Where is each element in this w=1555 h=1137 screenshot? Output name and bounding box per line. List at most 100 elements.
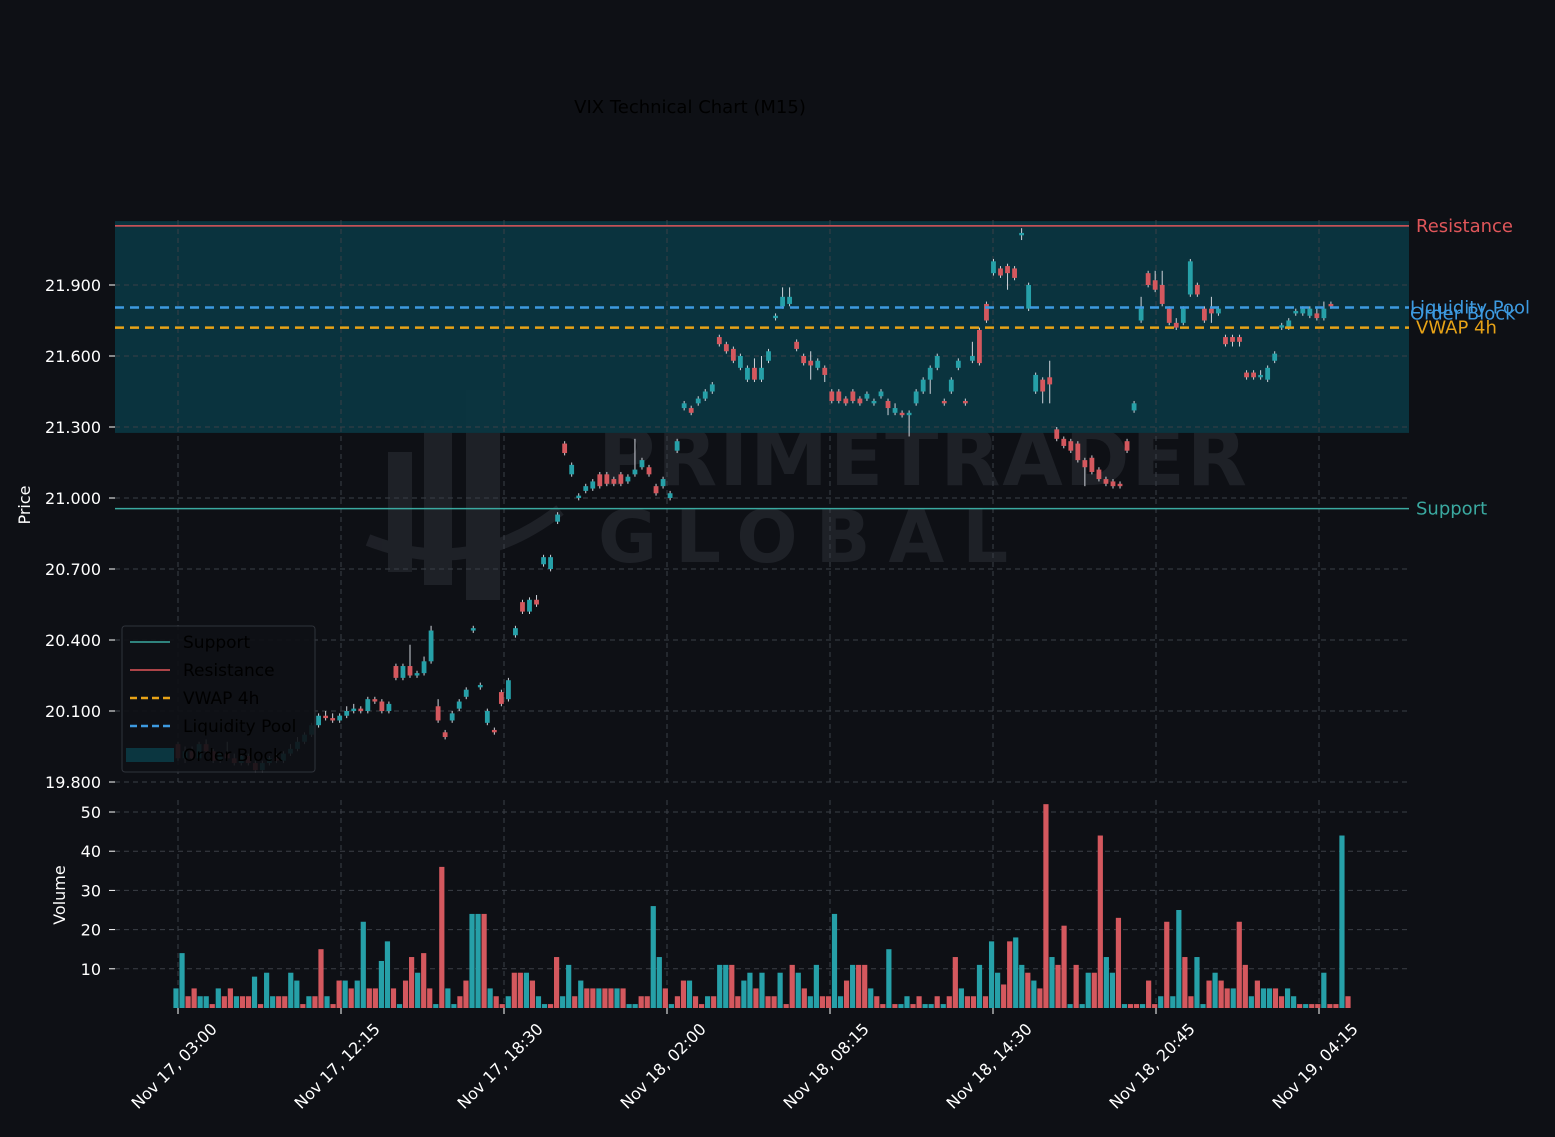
candle-body-up [815, 360, 821, 368]
volume-bar [632, 1004, 638, 1008]
volume-bar [995, 972, 1001, 1008]
volume-bar [1224, 988, 1230, 1008]
candle-body-down [1117, 483, 1123, 487]
volume-bar [614, 988, 620, 1008]
volume-bar [765, 996, 771, 1008]
volume-bar [1115, 917, 1122, 1008]
candle-body-down [1012, 268, 1017, 278]
volume-bar [795, 972, 801, 1008]
candle-body-down [1223, 337, 1228, 345]
volume-bar [451, 1004, 457, 1008]
candle-body-up [386, 703, 392, 711]
candle-body-down [1251, 372, 1256, 378]
volume-bar [590, 988, 596, 1008]
candle-body-up [991, 261, 996, 274]
candle-body-up [470, 628, 476, 631]
volume-y-tick-label: 40 [81, 842, 101, 861]
volume-bar [674, 996, 681, 1008]
volume-bar [1303, 1004, 1309, 1008]
volume-bar [487, 988, 493, 1008]
candle-body-up [569, 464, 575, 475]
candle-body-up [555, 514, 561, 522]
candle-body-down [1201, 308, 1207, 321]
volume-bar [1158, 996, 1164, 1008]
candle-body-down [1005, 266, 1010, 274]
volume-bar [1333, 1004, 1339, 1008]
candle-body-down [1328, 303, 1334, 307]
volume-bar [1284, 988, 1291, 1008]
candle-body-up [449, 713, 455, 721]
volume-bar [868, 988, 874, 1008]
volume-bar [608, 988, 614, 1008]
volume-bar [378, 960, 385, 1008]
volume-bar [904, 996, 910, 1008]
volume-bar [874, 996, 880, 1008]
candle-body-up [948, 379, 954, 392]
volume-bar [306, 996, 312, 1008]
candle-body-down [1237, 337, 1242, 342]
volume-y-tick-label: 20 [81, 921, 101, 940]
candle-body-down [716, 337, 722, 345]
candle-body-up [738, 356, 743, 368]
volume-axis-label: Volume [50, 865, 69, 925]
candle-body-up [871, 400, 877, 404]
candle-body-up [541, 557, 546, 565]
volume-bar [1170, 996, 1176, 1008]
price-axis-label: Price [15, 485, 34, 524]
volume-bar [324, 996, 330, 1008]
candle-body-up [913, 391, 919, 404]
volume-bar [390, 988, 397, 1008]
candle-body-down [442, 732, 448, 738]
volume-bar [644, 996, 650, 1008]
price-y-tick-label: 21.300 [45, 418, 101, 437]
volume-bar [735, 996, 741, 1008]
candle-body-up [590, 481, 596, 489]
volume-bar [1309, 1004, 1315, 1008]
candle-body-down [829, 391, 835, 401]
volume-bar [1133, 1004, 1140, 1008]
candle-body-up [766, 351, 771, 361]
volume-bar [1176, 910, 1182, 1008]
volume-bar [910, 1004, 916, 1008]
volume-bar [862, 964, 868, 1008]
volume-bar [402, 980, 409, 1008]
candle-body-up [625, 476, 631, 482]
volume-y-axis: 10 20 30 40 50 [81, 803, 115, 979]
candle-body-down [435, 706, 441, 721]
candle-body-down [899, 412, 905, 416]
volume-bar [511, 972, 517, 1008]
candle-body-down [1075, 443, 1081, 461]
legend-item-liquidity: Liquidity Pool [183, 717, 296, 737]
candle-body-up [484, 711, 490, 723]
volume-bar [928, 1004, 934, 1008]
volume-bar [1139, 1004, 1146, 1008]
volume-y-tick-label: 50 [81, 803, 101, 822]
candle-body-up [878, 391, 884, 397]
candle-body-up [864, 393, 870, 399]
volume-bar [179, 953, 185, 1008]
volume-bar [1291, 996, 1297, 1008]
volume-bar [535, 996, 542, 1008]
volume-bar [698, 1004, 705, 1008]
volume-bar [1061, 925, 1067, 1008]
volume-bar [366, 988, 372, 1008]
volume-bar [1025, 972, 1031, 1008]
candle-body-down [1230, 337, 1235, 342]
candle-body-down [393, 666, 399, 678]
volume-bar [560, 996, 566, 1008]
price-y-tick-label: 19.800 [45, 773, 101, 792]
volume-bar [541, 1004, 548, 1008]
volume-bar [717, 964, 723, 1008]
candle-body-down [857, 398, 863, 404]
volume-bar [354, 980, 360, 1008]
candle-body-down [998, 268, 1003, 276]
volume-bar [825, 996, 832, 1008]
candle-body-up [400, 666, 406, 678]
volume-bar [777, 972, 783, 1008]
candle-body-up [428, 630, 434, 662]
candle-body-down [962, 400, 968, 404]
candle-body-down [843, 398, 849, 404]
candle-body-up [1286, 320, 1292, 328]
candle-body-down [984, 303, 989, 321]
